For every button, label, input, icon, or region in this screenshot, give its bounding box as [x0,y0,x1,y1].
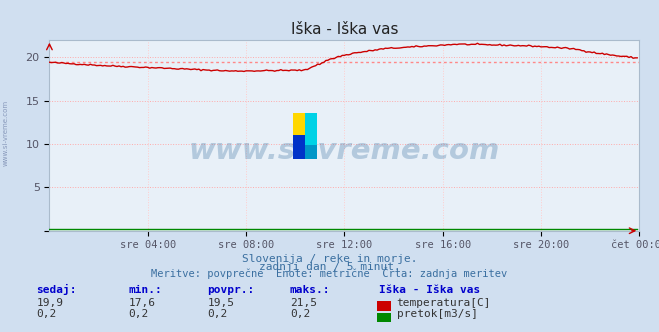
Text: Slovenija / reke in morje.: Slovenija / reke in morje. [242,254,417,264]
Text: 19,9: 19,9 [36,298,63,308]
Text: min.:: min.: [129,285,162,295]
Text: pretok[m3/s]: pretok[m3/s] [397,309,478,319]
Text: maks.:: maks.: [290,285,330,295]
Text: 21,5: 21,5 [290,298,317,308]
Title: Iška - Iška vas: Iška - Iška vas [291,22,398,37]
Text: sedaj:: sedaj: [36,284,76,295]
Text: Iška - Iška vas: Iška - Iška vas [379,285,480,295]
Text: www.si-vreme.com: www.si-vreme.com [188,136,500,165]
Text: 0,2: 0,2 [129,309,149,319]
Text: www.si-vreme.com: www.si-vreme.com [2,100,9,166]
Text: 0,2: 0,2 [208,309,228,319]
Text: 0,2: 0,2 [36,309,57,319]
Text: povpr.:: povpr.: [208,285,255,295]
Text: zadnji dan / 5 minut.: zadnji dan / 5 minut. [258,262,401,272]
Text: temperatura[C]: temperatura[C] [397,298,491,308]
Text: Meritve: povprečne  Enote: metrične  Črta: zadnja meritev: Meritve: povprečne Enote: metrične Črta:… [152,267,507,279]
Text: 0,2: 0,2 [290,309,310,319]
Text: 19,5: 19,5 [208,298,235,308]
Text: 17,6: 17,6 [129,298,156,308]
